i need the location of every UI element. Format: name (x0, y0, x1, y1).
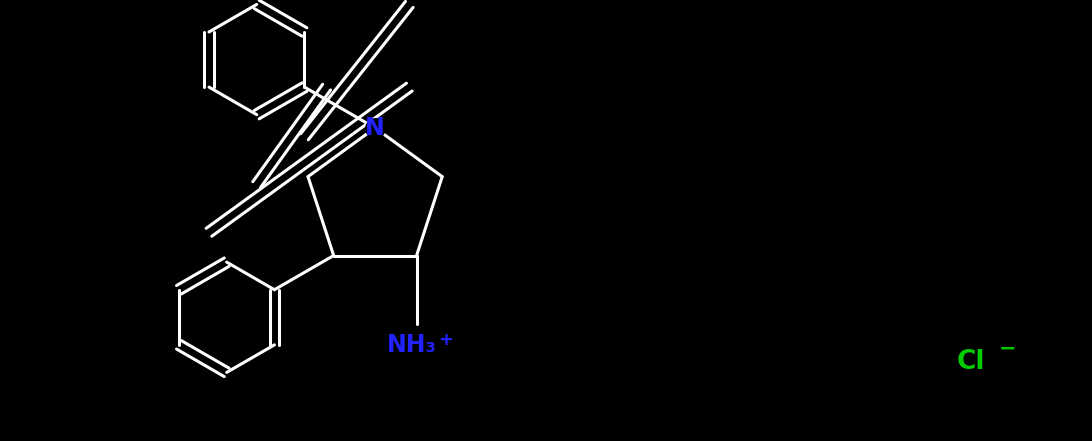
Text: +: + (438, 330, 453, 348)
Text: NH₃: NH₃ (388, 333, 437, 357)
Text: −: − (999, 338, 1017, 359)
Text: Cl: Cl (957, 349, 985, 374)
Text: N: N (365, 116, 385, 140)
